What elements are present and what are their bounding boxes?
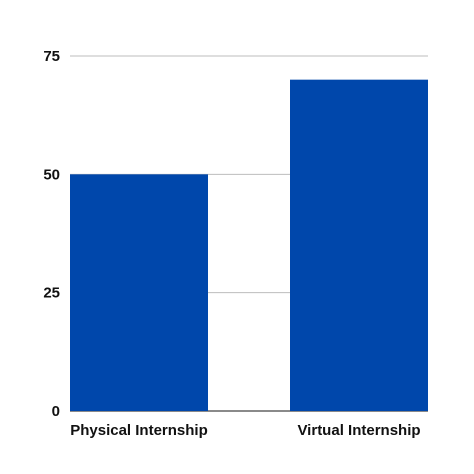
y-axis: 0 25 50 75 (43, 48, 60, 420)
x-tick-label: Virtual Internship (297, 422, 420, 439)
x-tick-label: Physical Internship (70, 422, 208, 439)
bar (290, 79, 428, 412)
y-tick-label: 50 (43, 166, 60, 183)
y-tick-label: 0 (52, 403, 60, 420)
y-tick-label: 25 (43, 285, 60, 302)
y-tick-label: 75 (43, 48, 60, 65)
bar (70, 174, 208, 411)
bars (70, 79, 428, 412)
x-axis: Physical Internship Virtual Internship (70, 422, 420, 439)
